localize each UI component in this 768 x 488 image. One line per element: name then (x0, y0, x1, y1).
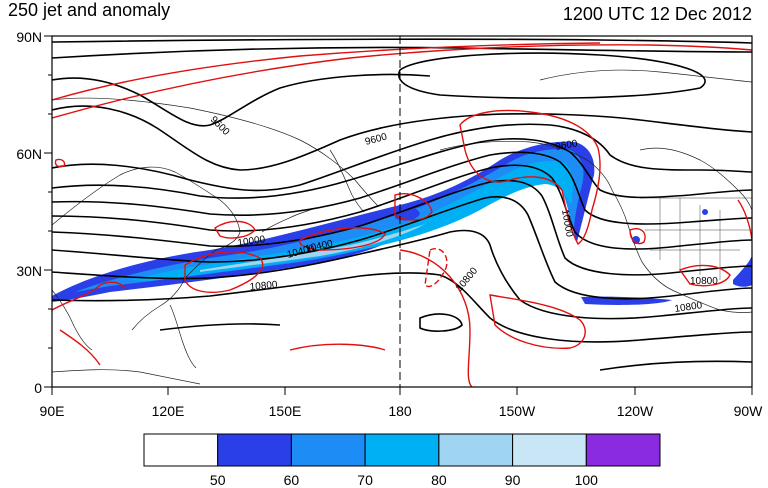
jet-patch-dateline (395, 206, 420, 221)
height-contour (419, 313, 463, 332)
colorbar-label: 60 (284, 472, 300, 488)
anomaly-contour (52, 281, 126, 311)
lon-label: 150W (499, 403, 536, 419)
anomaly-contour (54, 158, 66, 168)
colorbar-label: 70 (357, 472, 373, 488)
map-area: 9600 9600 9600 10000 10400 10000 10800 1… (52, 36, 752, 387)
contour-label: 10000 (237, 234, 267, 249)
coast-arctic (539, 69, 752, 83)
figure-title-left: 250 jet and anomaly (8, 0, 170, 20)
contour-label: 9600 (555, 138, 579, 153)
lat-label: 0 (34, 380, 42, 396)
height-contour (52, 272, 752, 343)
anomaly-contour (214, 220, 256, 239)
anomaly-contour (459, 109, 601, 245)
map-border (51, 35, 753, 388)
jet-patch-far-east (733, 255, 752, 287)
anomaly-contours (52, 42, 752, 387)
colorbar-swatch (438, 433, 514, 467)
lon-label: 120E (152, 403, 185, 419)
contour-label: 10800 (690, 276, 718, 287)
coast-hudson (639, 147, 752, 211)
anomaly-contour (298, 227, 386, 251)
colorbar-label: 90 (505, 472, 521, 488)
anomaly-contour (629, 228, 646, 245)
lat-label: 90N (16, 29, 42, 45)
colorbar-swatch (290, 433, 366, 467)
contour-label: 10800 (674, 300, 704, 315)
lat-label: 60N (16, 146, 42, 162)
coast-nw-america (611, 189, 673, 291)
colorbar-label: 80 (431, 472, 447, 488)
lat-label: 30N (16, 263, 42, 279)
lon-ticks (51, 387, 753, 395)
colorbar-swatch (217, 433, 292, 467)
jet-core-band-70 (130, 160, 573, 281)
height-contour (159, 323, 752, 371)
height-contour (52, 151, 752, 225)
coast-kamchatka (329, 149, 365, 213)
anomaly-contour (52, 42, 601, 101)
height-contour (52, 105, 752, 171)
contour-label: 10800 (249, 280, 278, 293)
height-contours (52, 38, 752, 371)
anomaly-contour (424, 248, 448, 288)
jet-spot-canada (702, 209, 708, 215)
country-borders (640, 197, 752, 280)
lon-label: 120W (617, 403, 654, 419)
colorbar-swatch (585, 433, 661, 467)
anomaly-contour (489, 294, 586, 349)
anomaly-contour (52, 44, 752, 119)
anomaly-contour (184, 251, 264, 293)
lon-label: 150E (269, 403, 302, 419)
height-contour (52, 164, 752, 250)
colorbar-swatch (364, 433, 440, 467)
contour-label: 10000 (559, 209, 575, 239)
lon-label: 180 (388, 403, 412, 419)
height-contour (52, 196, 752, 300)
jet-core-band-80 (200, 224, 425, 272)
anomaly-contour (289, 249, 473, 387)
lon-label: 90W (734, 403, 764, 419)
colorbar: 50 60 70 80 90 100 (143, 433, 661, 488)
colorbar-swatch (143, 433, 219, 467)
height-contour (52, 123, 752, 192)
height-contour (52, 229, 752, 320)
anomaly-contour (394, 193, 433, 221)
height-contour (52, 38, 752, 44)
coast-philippines (169, 304, 197, 369)
anomaly-contour (59, 329, 101, 366)
colorbar-swatch (512, 433, 587, 467)
anomaly-contour (678, 264, 731, 287)
jet-core-band-50 (52, 141, 595, 302)
figure-title-right: 1200 UTC 12 Dec 2012 (563, 4, 752, 24)
height-contour (52, 138, 752, 199)
coast-indochina (52, 289, 93, 351)
height-contour (52, 179, 752, 276)
coast-siberia (52, 97, 379, 207)
lon-label: 90E (40, 403, 65, 419)
lat-ticks (44, 35, 52, 388)
coast-indonesia (52, 369, 201, 385)
height-contour (52, 73, 431, 127)
height-contour (398, 52, 706, 99)
colorbar-label: 100 (575, 472, 599, 488)
height-contour (52, 46, 752, 59)
colorbar-label: 50 (210, 472, 226, 488)
